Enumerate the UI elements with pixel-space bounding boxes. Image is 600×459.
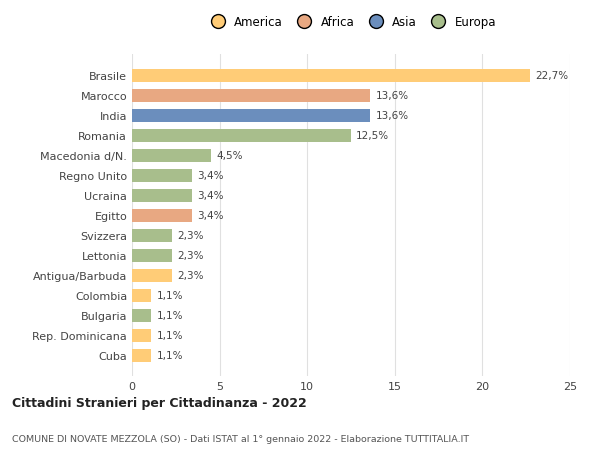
Text: 2,3%: 2,3% [178,270,204,280]
Bar [132,129,351,142]
Bar [132,229,172,242]
Text: 12,5%: 12,5% [356,131,389,141]
Text: COMUNE DI NOVATE MEZZOLA (SO) - Dati ISTAT al 1° gennaio 2022 - Elaborazione TUT: COMUNE DI NOVATE MEZZOLA (SO) - Dati IST… [12,434,469,442]
Bar [132,169,191,182]
Text: 13,6%: 13,6% [376,111,409,121]
Text: 22,7%: 22,7% [535,71,568,81]
Legend: America, Africa, Asia, Europa: America, Africa, Asia, Europa [201,11,501,34]
Bar [132,150,211,162]
Bar [132,269,172,282]
Bar [132,349,151,362]
Text: 1,1%: 1,1% [157,330,183,340]
Bar [132,309,151,322]
Text: 3,4%: 3,4% [197,211,223,221]
Bar [132,90,370,102]
Text: Cittadini Stranieri per Cittadinanza - 2022: Cittadini Stranieri per Cittadinanza - 2… [12,396,307,409]
Text: 3,4%: 3,4% [197,171,223,181]
Bar [132,70,530,83]
Bar [132,209,191,222]
Bar [132,329,151,342]
Text: 1,1%: 1,1% [157,291,183,301]
Bar [132,289,151,302]
Text: 13,6%: 13,6% [376,91,409,101]
Text: 3,4%: 3,4% [197,191,223,201]
Text: 2,3%: 2,3% [178,251,204,261]
Bar [132,110,370,123]
Bar [132,249,172,262]
Text: 1,1%: 1,1% [157,310,183,320]
Bar [132,189,191,202]
Text: 1,1%: 1,1% [157,350,183,360]
Text: 2,3%: 2,3% [178,231,204,241]
Text: 4,5%: 4,5% [216,151,242,161]
